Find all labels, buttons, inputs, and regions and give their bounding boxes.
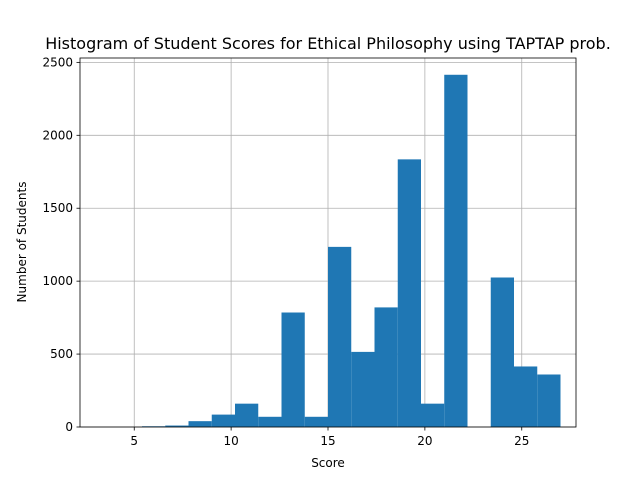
- histogram-bar: [444, 74, 468, 427]
- x-tick-label: 10: [223, 434, 238, 448]
- histogram-bar: [281, 312, 305, 427]
- y-tick-label: 1000: [42, 274, 73, 288]
- x-tick-label: 15: [320, 434, 335, 448]
- histogram-bar: [351, 351, 375, 427]
- x-tick-label: 25: [514, 434, 529, 448]
- histogram-bar: [490, 277, 514, 427]
- histogram-bar: [304, 416, 328, 427]
- y-tick-label: 0: [65, 420, 73, 434]
- histogram-bar: [374, 307, 398, 427]
- histogram-bar: [258, 416, 282, 427]
- histogram-bar: [165, 425, 189, 427]
- histogram-bar: [421, 403, 445, 427]
- histogram-bar: [188, 421, 212, 427]
- histogram-bar: [328, 246, 352, 427]
- y-axis-label: Number of Students: [15, 182, 29, 303]
- histogram-bar: [514, 366, 538, 427]
- x-axis-label: Score: [311, 456, 345, 470]
- y-tick-label: 2500: [42, 55, 73, 69]
- x-tick-label: 20: [417, 434, 432, 448]
- histogram-bar: [235, 403, 259, 427]
- y-tick-label: 500: [50, 347, 73, 361]
- chart-title: Histogram of Student Scores for Ethical …: [45, 34, 611, 53]
- x-tick-label: 5: [130, 434, 138, 448]
- histogram-bar: [397, 159, 421, 428]
- bars: [142, 74, 561, 428]
- histogram-bar: [537, 374, 561, 427]
- y-tick-label: 2000: [42, 128, 73, 142]
- histogram-bar: [211, 414, 235, 427]
- axis-ticks: 5 10 15 20 25 0 500 1000 1500 2000 2500: [42, 55, 529, 448]
- y-tick-label: 1500: [42, 201, 73, 215]
